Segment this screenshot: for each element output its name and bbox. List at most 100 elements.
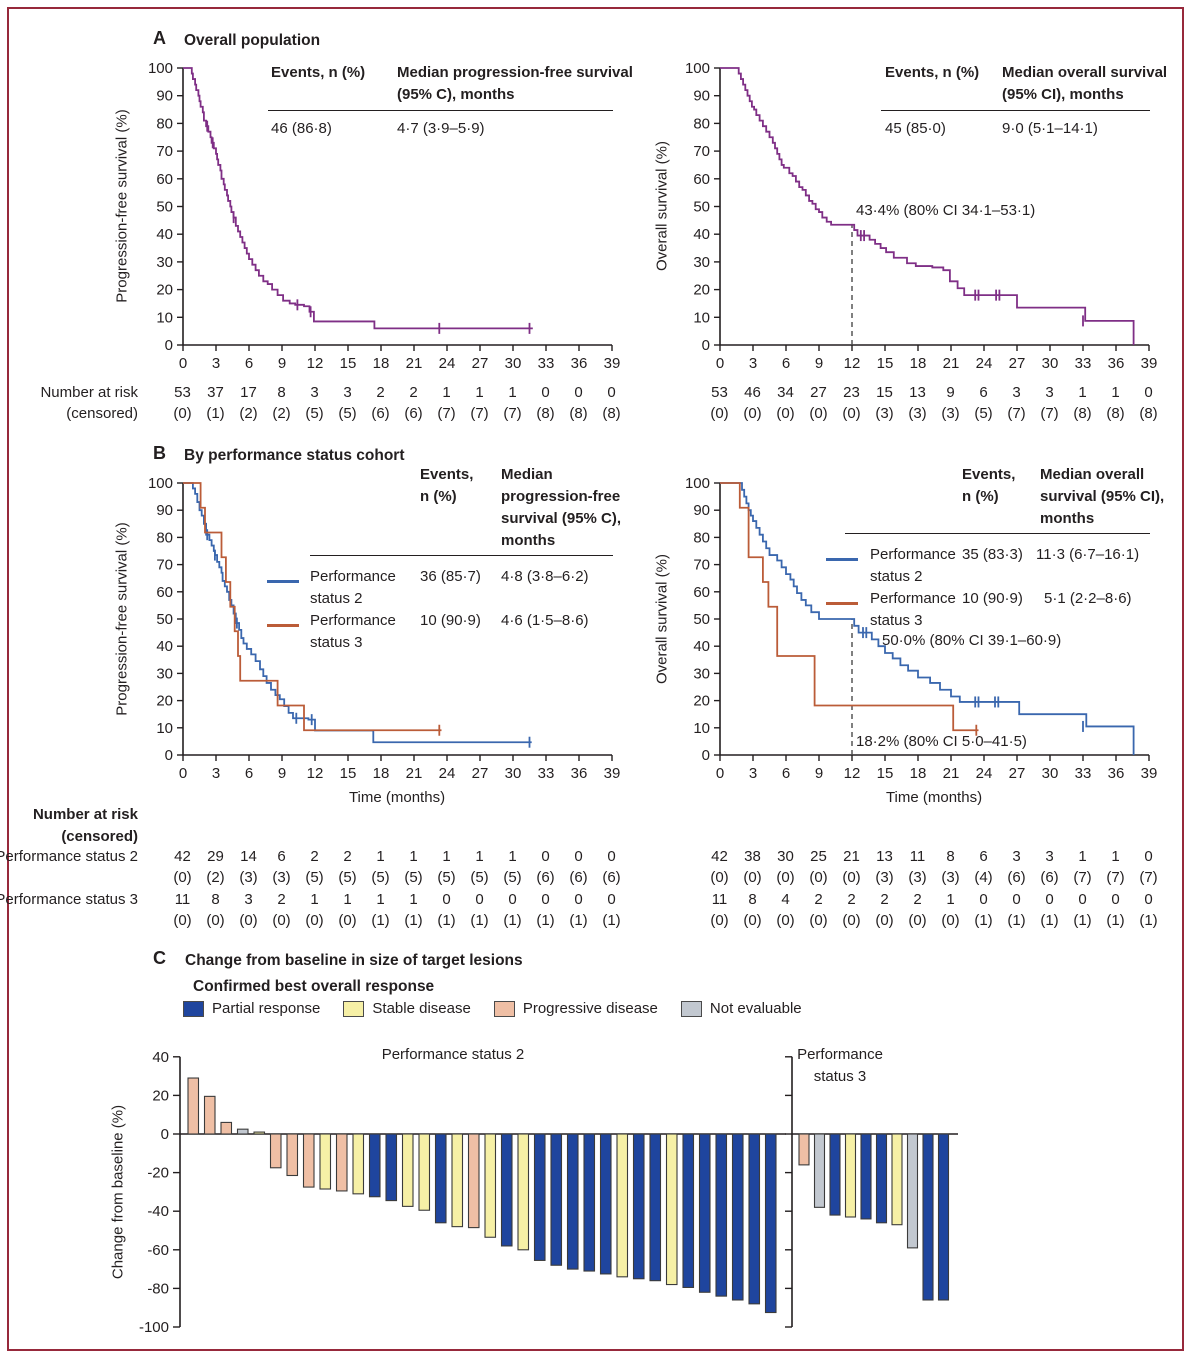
risk-cell: (1): [206, 405, 225, 422]
legend-item-partial-response: Partial response: [183, 1000, 320, 1017]
x-tick-label: 36: [1108, 355, 1125, 372]
pfs-censored-row: (0) (1) (2) (2) (5) (5) (6) (6) (7) (7) (7) (8) (8) (…: [166, 405, 628, 422]
pfs-table-rule: [268, 110, 613, 111]
panel-b-label: B: [153, 443, 166, 463]
risk-cell: 0: [1144, 384, 1153, 401]
pfs-b-ps3-label-line1: Performance: [310, 612, 396, 629]
waterfall-bar: [698, 1133, 711, 1293]
risk-cell: 1: [343, 891, 352, 908]
risk-cell: (0): [809, 869, 828, 886]
legend-item-progressive-disease: Progressive disease: [493, 1000, 658, 1017]
x-tick-label: 36: [571, 355, 588, 372]
risk-cell: 17: [240, 384, 257, 401]
risk-cell: (7): [470, 405, 489, 422]
legend-label: Progressive disease: [522, 1000, 658, 1017]
risk-cell: (7): [1106, 869, 1125, 886]
risk-cell: 0: [475, 891, 484, 908]
risk-cell: (6): [1007, 869, 1026, 886]
risk-cell: 3: [1012, 384, 1021, 401]
risk-cell: (3): [941, 869, 960, 886]
risk-cell: (1): [1106, 912, 1125, 929]
risk-cell: 1: [1111, 384, 1120, 401]
y-tick-label: 80: [156, 529, 173, 546]
x-tick-label: 6: [245, 355, 253, 372]
os-events-value: 45 (85·0): [885, 120, 946, 137]
risk-cell: 2: [376, 384, 385, 401]
risk-cell: 0: [979, 891, 988, 908]
risk-cell: 8: [211, 891, 220, 908]
y-tick-label: 0: [161, 1126, 169, 1143]
pfs-b-median-header-line1: Median: [501, 466, 553, 483]
risk-cell: 2: [310, 848, 319, 865]
os-b-ps3-risk-row: 11 8 4 2 2 2 2 1 0 0 0 0 0 0: [703, 891, 1165, 908]
waterfall-bar: [517, 1133, 530, 1251]
x-tick-label: 9: [278, 765, 286, 782]
waterfall-chart: 40 20 0 -20 -40 -60 -80 -100: [139, 1049, 958, 1336]
y-tick-label: 0: [702, 747, 710, 764]
x-tick-label: 27: [1009, 355, 1026, 372]
waterfall-ps3-group-title-line1: Performance: [797, 1046, 883, 1063]
waterfall-bar: [418, 1133, 431, 1211]
x-tick-label: 9: [278, 355, 286, 372]
os-b-median-header-line2: survival (95% CI),: [1040, 488, 1165, 505]
pfs-b-median-header-line2: progression-free: [501, 488, 621, 505]
waterfall-bar: [203, 1095, 216, 1135]
x-tick-label: 24: [439, 355, 456, 372]
y-tick-label: 30: [693, 254, 710, 271]
os-table-rule: [881, 110, 1150, 111]
waterfall-bar: [599, 1133, 612, 1275]
x-tick-label: 39: [604, 765, 621, 782]
risk-cell: (1): [404, 912, 423, 929]
risk-cell: 1: [475, 848, 484, 865]
os-median-value: 9·0 (5·1–14·1): [1002, 120, 1098, 137]
ps2-line-swatch: [826, 558, 858, 561]
pfs-b-ps2-label-line1: Performance: [310, 568, 396, 585]
waterfall-ps2-group-title: Performance status 2: [381, 1046, 525, 1063]
risk-table-label: Number at risk: [40, 384, 138, 401]
risk-cell: (5): [470, 869, 489, 886]
x-tick-label: 18: [373, 765, 390, 782]
risk-cell: (3): [941, 405, 960, 422]
waterfall-bar: [583, 1133, 596, 1272]
panel-c-title: Change from baseline in size of target l…: [185, 952, 523, 969]
risk-cell: (0): [743, 405, 762, 422]
x-tick-label: 12: [307, 765, 324, 782]
panel-a-title: Overall population: [184, 32, 321, 49]
risk-cell: 1: [409, 848, 418, 865]
y-tick-label: 10: [156, 720, 173, 737]
ps3-line-swatch: [826, 602, 858, 605]
x-tick-label: 3: [212, 355, 220, 372]
risk-cell: 11: [909, 848, 926, 865]
y-tick-label: 60: [156, 584, 173, 601]
pfs-median-header-line2: (95% C), months: [397, 86, 515, 103]
risk-cell: (1): [470, 912, 489, 929]
y-tick-label: 0: [702, 337, 710, 354]
waterfall-bar: [906, 1133, 919, 1249]
os-censored-row: (0) (0) (0) (0) (0) (3) (3) (3) (5) (7) (7) (8) (8) (…: [703, 405, 1165, 422]
pfs-by-status-y-axis-title: Progression-free survival (%): [113, 522, 131, 716]
risk-cell: 0: [1012, 891, 1021, 908]
y-tick-label: 0: [165, 337, 173, 354]
y-tick-label: 40: [693, 226, 710, 243]
y-tick-label: 0: [165, 747, 173, 764]
risk-cell: 23: [843, 384, 860, 401]
risk-cell: 42: [174, 848, 191, 865]
waterfall-bar: [922, 1133, 934, 1301]
legend-label: Not evaluable: [709, 1000, 802, 1017]
risk-cell: (7): [437, 405, 456, 422]
os-12month-annotation: 43·4% (80% CI 34·1–53·1): [856, 202, 1036, 219]
waterfall-ps3-group-title-line2: status 3: [813, 1068, 867, 1085]
waterfall-bar: [616, 1133, 629, 1278]
legend-item-stable-disease: Stable disease: [343, 1000, 471, 1017]
x-tick-label: 6: [245, 765, 253, 782]
risk-cell: (2): [239, 405, 258, 422]
risk-cell: 6: [979, 384, 988, 401]
os-b-ps2-censored-row: (0) (0) (0) (0) (0) (3) (3) (3) (4) (6) (6) (7) (7) (…: [703, 869, 1165, 886]
waterfall-bar: [748, 1133, 761, 1305]
x-tick-label: 39: [1141, 765, 1158, 782]
risk-cell: (0): [338, 912, 357, 929]
risk-cell: (0): [272, 912, 291, 929]
y-tick-label: 20: [693, 282, 710, 299]
